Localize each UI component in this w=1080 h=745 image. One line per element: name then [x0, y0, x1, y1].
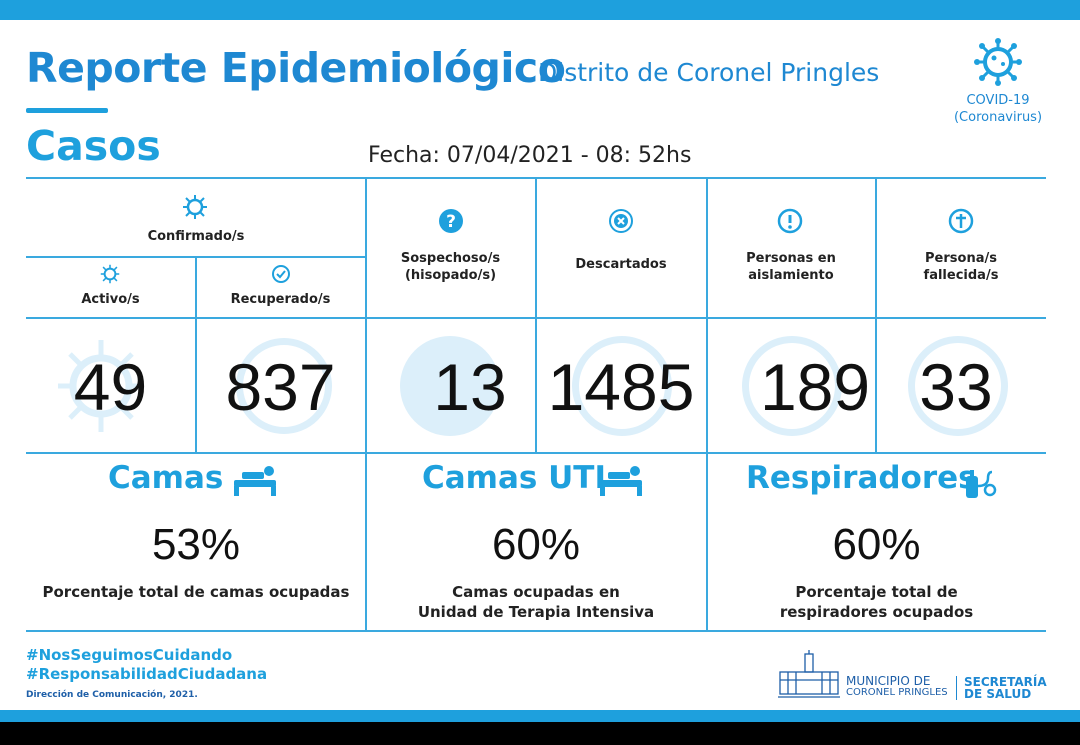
- header-fallecidos: Persona/s fallecida/s: [876, 250, 1046, 284]
- header-sospechosos-line1: Sospechoso/s: [400, 251, 501, 266]
- col-divider-5: [875, 177, 877, 452]
- hashtag-nos-seguimos-cuidando: #NosSeguimosCuidando: [26, 646, 233, 664]
- respiradores-value: 60%: [832, 520, 921, 569]
- camas-uti-value: 60%: [491, 520, 581, 569]
- bed-icon: [234, 466, 276, 496]
- header-fallecidos-line2: fallecida/s: [923, 268, 999, 283]
- covid-label: COVID-19 (Coronavirus): [946, 92, 1050, 126]
- stats-bottom-line: [26, 630, 1046, 632]
- bottom-black-strip: [0, 722, 1080, 745]
- municipality-line2: CORONEL PRINGLES: [846, 687, 948, 698]
- x-circle-icon: [609, 209, 633, 233]
- value-fallecidos: 33: [919, 350, 993, 424]
- header-sospechosos: Sospechoso/s (hisopado/s): [366, 250, 535, 284]
- header-aislamiento-line1: Personas en: [746, 251, 836, 266]
- exclamation-icon: [777, 208, 803, 234]
- value-sospechosos: 13: [433, 350, 507, 424]
- value-descartados: 1485: [547, 350, 695, 424]
- header-fallecidos-line1: Persona/s: [925, 251, 997, 266]
- secretaria-line1: SECRETARÍA: [964, 675, 1047, 689]
- credit-text: Dirección de Comunicación, 2021.: [26, 690, 198, 700]
- section-title-casos: Casos: [26, 122, 161, 170]
- covid-label-line1: COVID-19: [966, 93, 1030, 108]
- value-aislamiento: 189: [759, 350, 871, 424]
- col-divider-4: [706, 177, 708, 630]
- watermark-cross-icon: [908, 336, 1008, 436]
- header-aislamiento: Personas en aislamiento: [707, 250, 875, 284]
- header-descartados: Descartados: [575, 257, 667, 272]
- header-recuperados: Recuperado/s: [230, 292, 331, 307]
- bed-uti-icon: [600, 466, 642, 496]
- col-divider-3: [535, 177, 537, 452]
- camas-uti-title: Camas UTI: [422, 460, 606, 496]
- header-aislamiento-line2: aislamiento: [748, 268, 834, 283]
- municipality-name: MUNICIPIO DE CORONEL PRINGLES: [846, 674, 948, 698]
- question-icon: ?: [439, 209, 463, 233]
- respiradores-desc: Porcentaje total de respiradores ocupado…: [707, 582, 1046, 622]
- watermark-question-icon: [400, 336, 500, 436]
- value-recuperados: 837: [225, 350, 336, 424]
- cross-icon: [948, 208, 974, 234]
- footer-separator: [956, 676, 957, 700]
- respiradores-title: Respiradores: [746, 460, 977, 496]
- camas-uti-desc-line2: Unidad de Terapia Intensiva: [417, 603, 655, 621]
- watermark-check-icon: [236, 338, 332, 434]
- value-activos: 49: [73, 350, 148, 424]
- col-divider-1: [195, 256, 197, 452]
- respiradores-desc-line1: Porcentaje total de: [795, 583, 958, 601]
- camas-uti-desc-line1: Camas ocupadas en: [452, 583, 620, 601]
- header-confirmados: Confirmado/s: [147, 229, 245, 244]
- col-divider-2: [365, 177, 367, 630]
- watermark-exclamation-icon: [742, 336, 842, 436]
- secretaria-name: SECRETARÍA DE SALUD: [964, 676, 1047, 700]
- header-activos: Activo/s: [81, 292, 140, 307]
- covid-label-line2: (Coronavirus): [953, 110, 1043, 125]
- respiradores-desc-line2: respiradores ocupados: [779, 603, 974, 621]
- camas-desc: Porcentaje total de camas ocupadas: [26, 582, 366, 602]
- bottom-bar: [0, 710, 1080, 722]
- title-underline: [26, 108, 108, 113]
- check-circle-icon: [272, 265, 290, 283]
- camas-desc-line1: Porcentaje total de camas ocupadas: [42, 583, 350, 601]
- secretaria-line2: DE SALUD: [964, 687, 1032, 701]
- page-subtitle: Distrito de Coronel Pringles: [538, 58, 880, 87]
- page-title: Reporte Epidemiológico: [26, 44, 566, 92]
- camas-uti-desc: Camas ocupadas en Unidad de Terapia Inte…: [366, 582, 706, 622]
- header-sospechosos-line2: (hisopado/s): [404, 268, 497, 283]
- svg-text:?: ?: [446, 212, 456, 232]
- virus-small-icon: [100, 264, 120, 284]
- camas-title: Camas: [108, 460, 224, 496]
- respirator-icon: [966, 470, 997, 498]
- covid-virus-icon: [974, 38, 1022, 86]
- watermark-virus-icon: [58, 340, 144, 432]
- municipality-line1: MUNICIPIO DE: [846, 674, 931, 688]
- hashtag-responsabilidad-ciudadana: #ResponsabilidadCiudadana: [26, 665, 268, 683]
- report-date: Fecha: 07/04/2021 - 08: 52hs: [368, 143, 692, 168]
- virus-icon: [183, 195, 207, 219]
- top-bar: [0, 0, 1080, 20]
- watermark-x-icon: [572, 336, 672, 436]
- table-bottom-line: [26, 452, 1046, 454]
- municipality-logo: [778, 650, 840, 698]
- camas-value: 53%: [151, 520, 241, 569]
- report-card: [0, 20, 1080, 710]
